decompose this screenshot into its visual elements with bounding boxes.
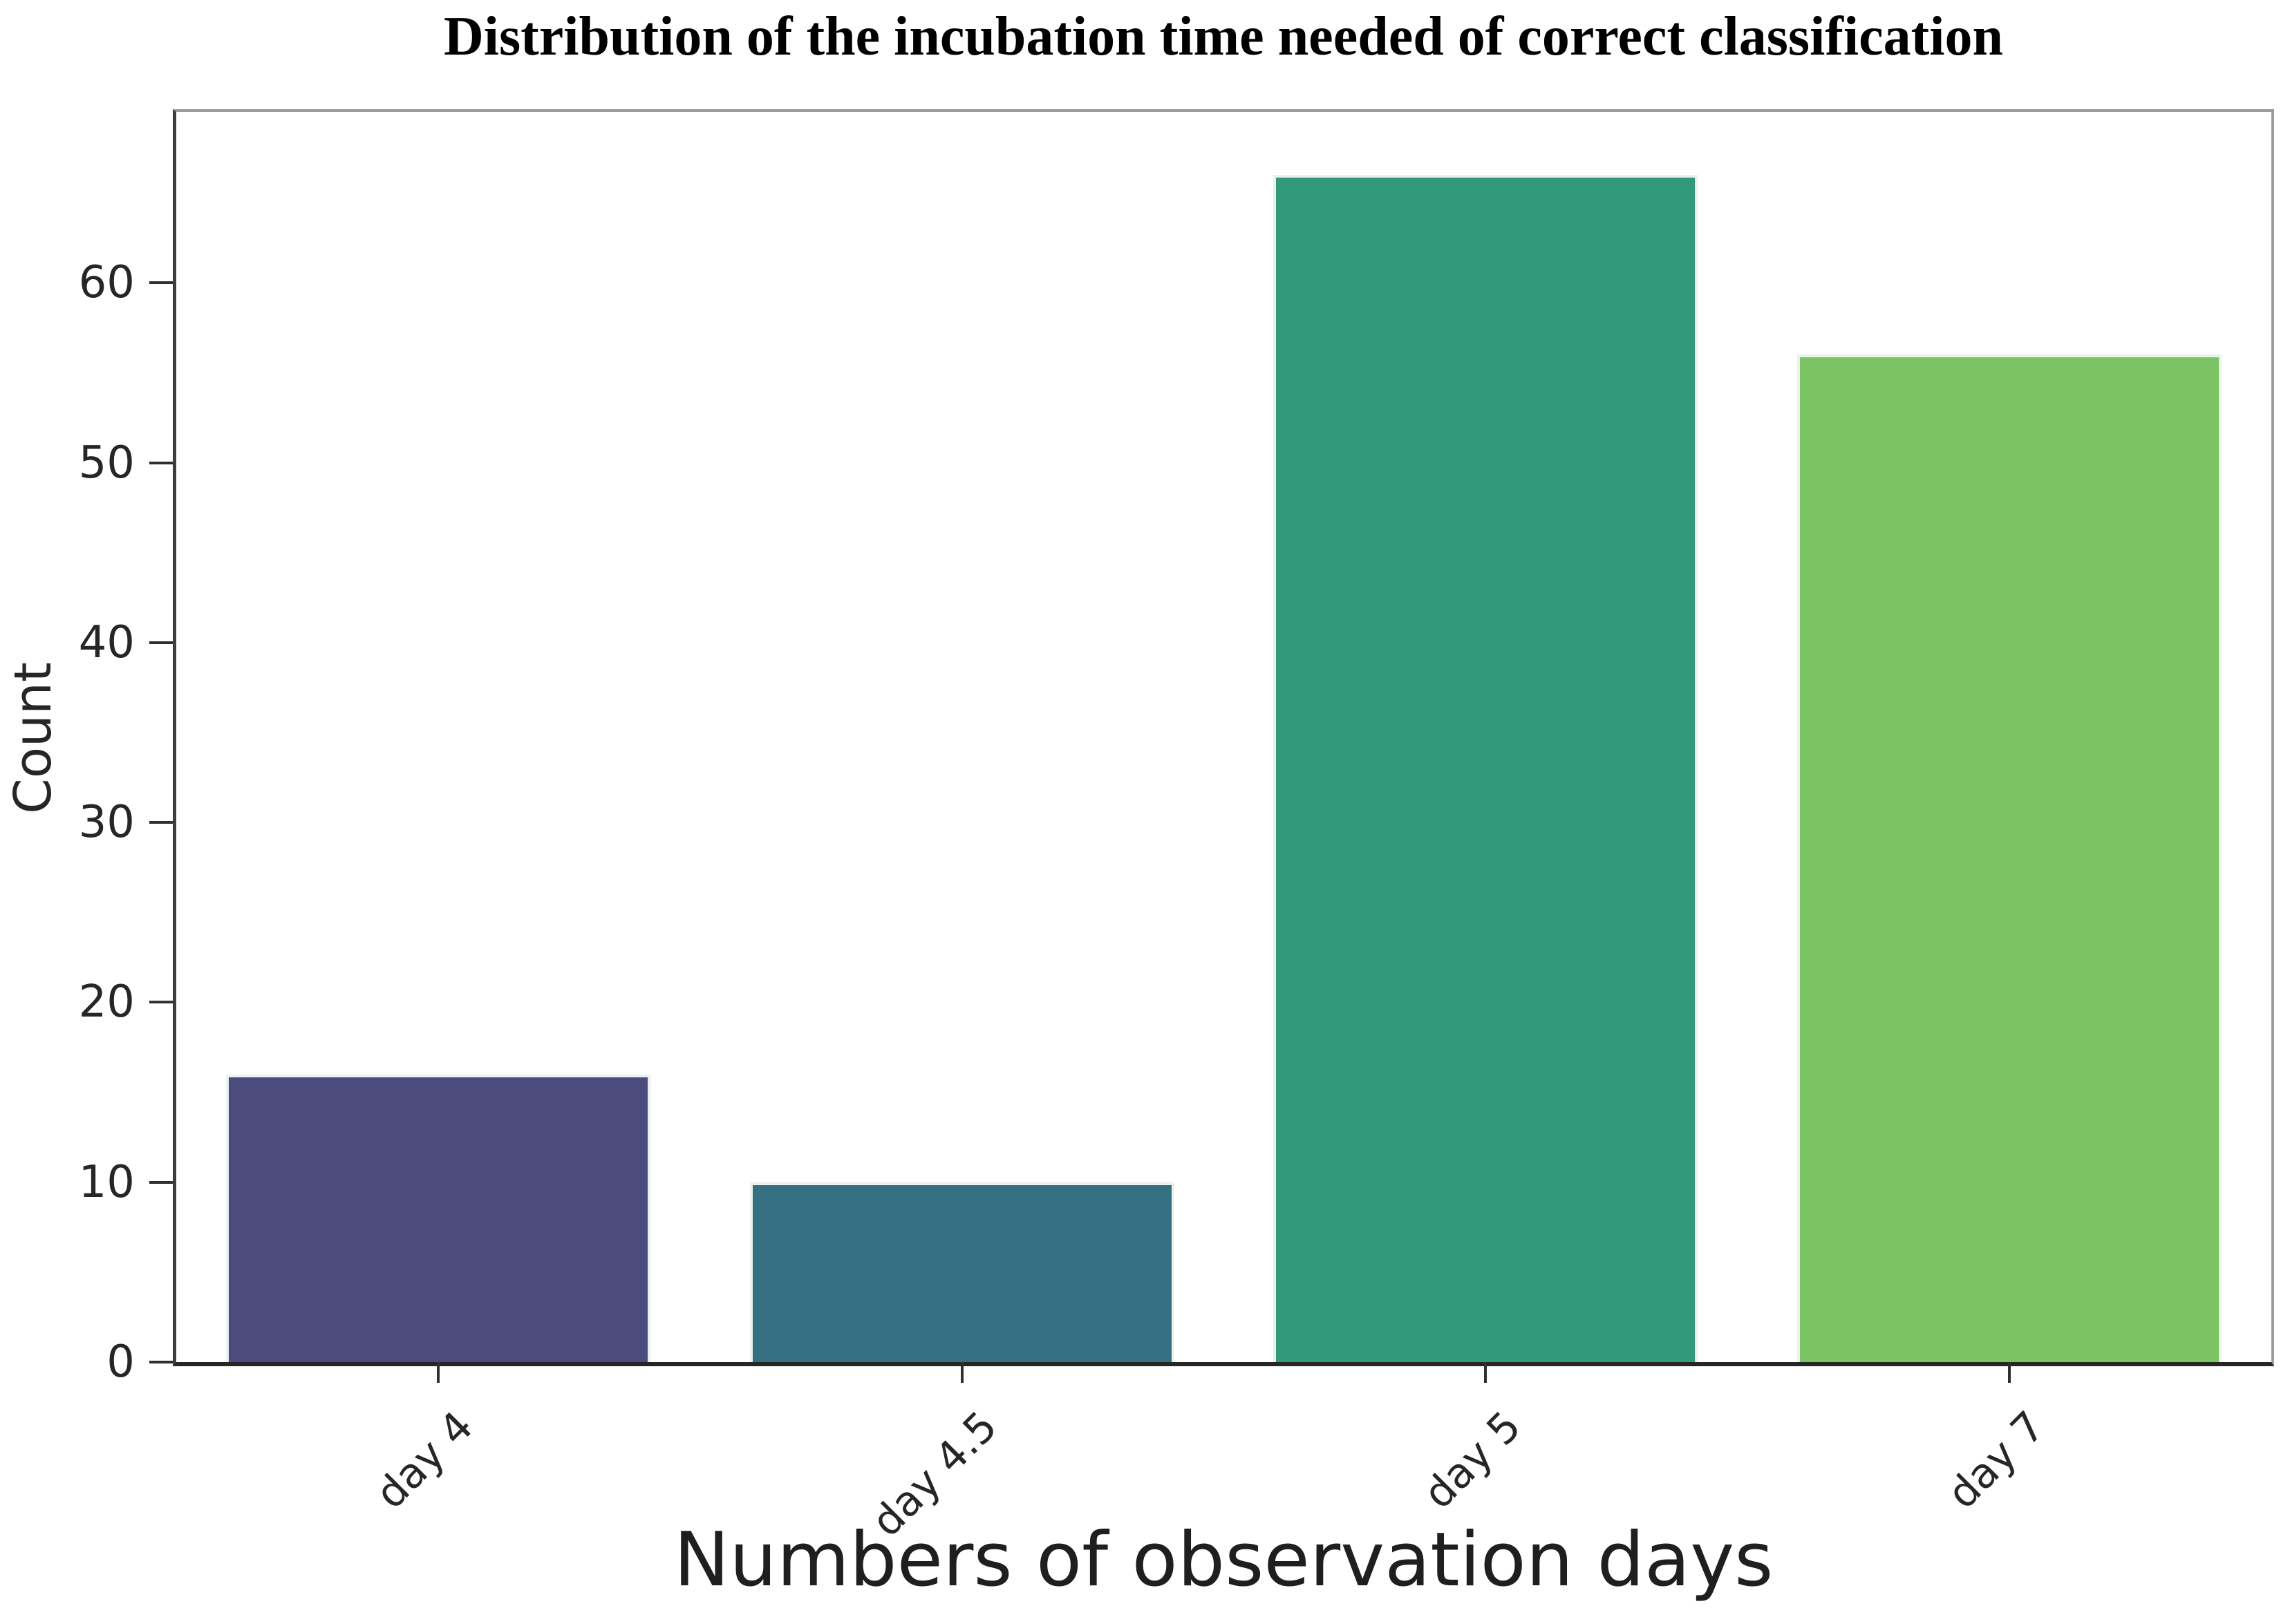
y-tick-label: 60	[78, 257, 135, 309]
y-tick-mark	[149, 641, 173, 644]
x-tick-label: day 4	[366, 1402, 483, 1519]
x-tick-mark	[960, 1362, 964, 1383]
y-axis-label: Count	[3, 662, 63, 814]
x-tick-mark	[2008, 1362, 2011, 1383]
y-tick-mark	[149, 821, 173, 824]
bar-day-4-5	[749, 1182, 1174, 1362]
y-tick-mark	[149, 1361, 173, 1363]
y-tick-label: 50	[78, 437, 135, 489]
chart-title: Distribution of the incubation time need…	[443, 6, 2004, 67]
bar-day-4	[225, 1074, 650, 1362]
bar-day-7	[1797, 355, 2222, 1362]
y-tick-mark	[149, 1180, 173, 1184]
x-axis-label: Numbers of observation days	[673, 1517, 1774, 1603]
y-tick-mark	[149, 281, 173, 285]
y-tick-label: 0	[106, 1337, 135, 1388]
y-tick-label: 30	[78, 797, 135, 849]
bar-day-5	[1273, 175, 1698, 1362]
x-tick-label: day 5	[1414, 1402, 1530, 1519]
plot-area: 0 10 20 30 40 50 60 day 4 day 4.5 day 5 day 7	[79, 109, 2274, 1546]
y-tick-mark	[149, 1001, 173, 1004]
x-tick-label: day 7	[1937, 1402, 2054, 1519]
x-tick-mark	[436, 1362, 440, 1383]
y-tick-label: 20	[78, 976, 135, 1028]
y-tick-mark	[149, 461, 173, 464]
x-tick-mark	[1484, 1362, 1487, 1383]
y-tick-label: 40	[78, 616, 135, 668]
y-tick-label: 10	[78, 1156, 135, 1208]
